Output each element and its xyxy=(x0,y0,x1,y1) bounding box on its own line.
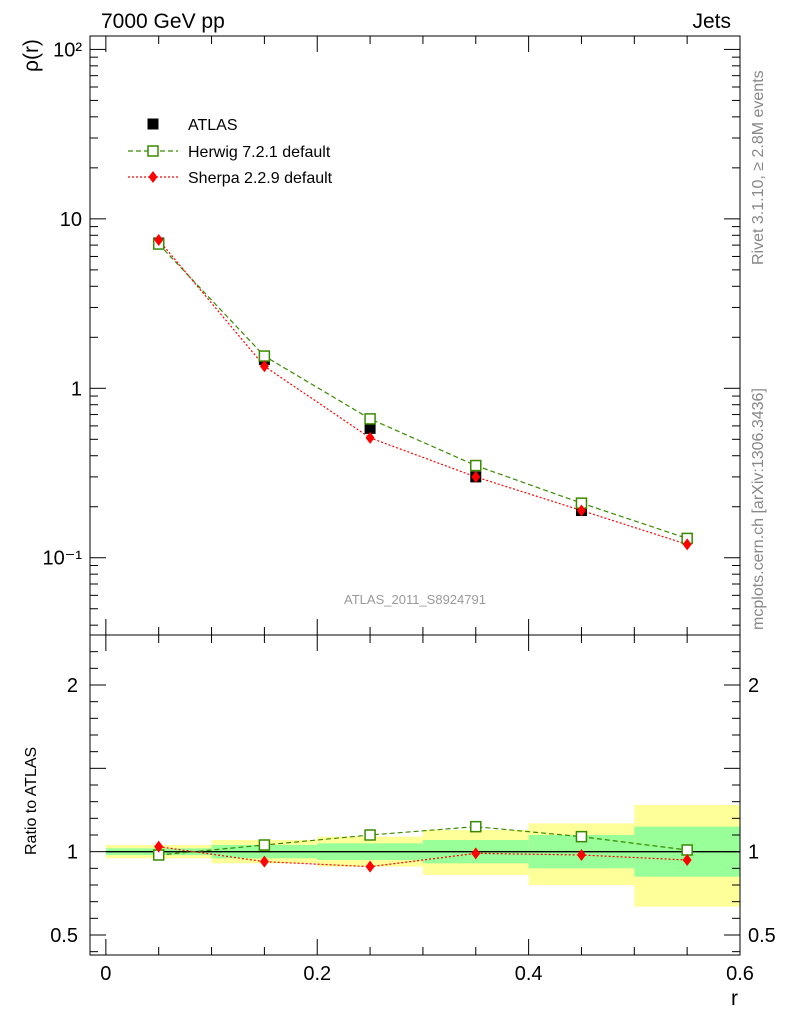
legend-herwig-marker xyxy=(147,145,159,157)
main-y-tick-label: 10² xyxy=(53,39,82,61)
herwig-point xyxy=(258,350,271,362)
x-tick-label: 0.2 xyxy=(303,963,331,985)
atlas-point xyxy=(364,422,376,434)
sherpa-point xyxy=(471,470,481,483)
herwig-ratio-point xyxy=(470,820,482,833)
ratio-y-tick-label: 0.5 xyxy=(50,925,78,947)
analysis-id: ATLAS_2011_S8924791 xyxy=(344,592,486,607)
main-y-tick-label: 10 xyxy=(60,209,82,231)
ratio-y-axis-label: Ratio to ATLAS xyxy=(23,747,40,855)
sherpa-ratio-point xyxy=(154,840,164,853)
x-tick-label: 0.4 xyxy=(515,963,543,985)
sherpa-ratio-point xyxy=(259,855,269,868)
sherpa-ratio-point xyxy=(365,860,375,873)
herwig-line xyxy=(158,243,688,540)
legend-label: ATLAS xyxy=(188,117,238,134)
herwig-ratio-point xyxy=(258,839,271,851)
sherpa-line xyxy=(158,239,688,545)
ratio-frame xyxy=(89,634,741,956)
x-tick-label: 0.6 xyxy=(726,963,754,985)
main-y-axis-label: ρ(r) xyxy=(20,39,43,72)
ratio-y-tick-label-right: 2 xyxy=(748,675,759,697)
header-left: 7000 GeV pp xyxy=(101,10,225,33)
sherpa-ratio-point xyxy=(682,854,692,866)
header-right: Jets xyxy=(692,10,731,33)
herwig-ratio-point xyxy=(575,830,588,843)
rivet-label: Rivet 3.1.10, ≥ 2.8M events xyxy=(750,70,767,265)
sherpa-point xyxy=(154,234,164,247)
sherpa-ratio-line xyxy=(158,846,688,868)
herwig-ratio-point xyxy=(364,829,376,841)
herwig-point xyxy=(364,413,376,425)
sherpa-point xyxy=(576,504,586,517)
herwig-point xyxy=(470,459,482,472)
x-axis-label: r xyxy=(731,987,738,1010)
main-y-tick-label: 10⁻¹ xyxy=(43,548,83,570)
main-y-tick-label: 1 xyxy=(71,378,82,400)
herwig-ratio-point xyxy=(681,844,693,856)
legend-label: Sherpa 2.2.9 default xyxy=(188,170,333,187)
legend: ATLAS Herwig 7.2.1 default Sherpa 2.2.9 de… xyxy=(128,117,333,187)
sherpa-point xyxy=(682,538,692,551)
sherpa-point xyxy=(365,431,375,444)
mcplots-label: mcplots.cern.ch [arXiv:1306.3436] xyxy=(750,388,767,630)
legend-atlas-marker xyxy=(147,118,159,130)
ratio-y-tick-label-right: 1 xyxy=(748,842,759,864)
ratio-y-tick-label: 2 xyxy=(67,675,78,697)
herwig-ratio-line xyxy=(158,826,688,856)
sherpa-ratio-point xyxy=(471,847,481,860)
ratio-y-tick-label-right: 0.5 xyxy=(748,925,776,947)
legend-sherpa-marker xyxy=(148,171,158,183)
sherpa-point xyxy=(259,360,269,373)
x-tick-label: 0 xyxy=(100,963,111,985)
ratio-y-tick-label: 1 xyxy=(67,842,78,864)
sherpa-ratio-point xyxy=(576,849,586,861)
legend-label: Herwig 7.2.1 default xyxy=(188,144,331,161)
